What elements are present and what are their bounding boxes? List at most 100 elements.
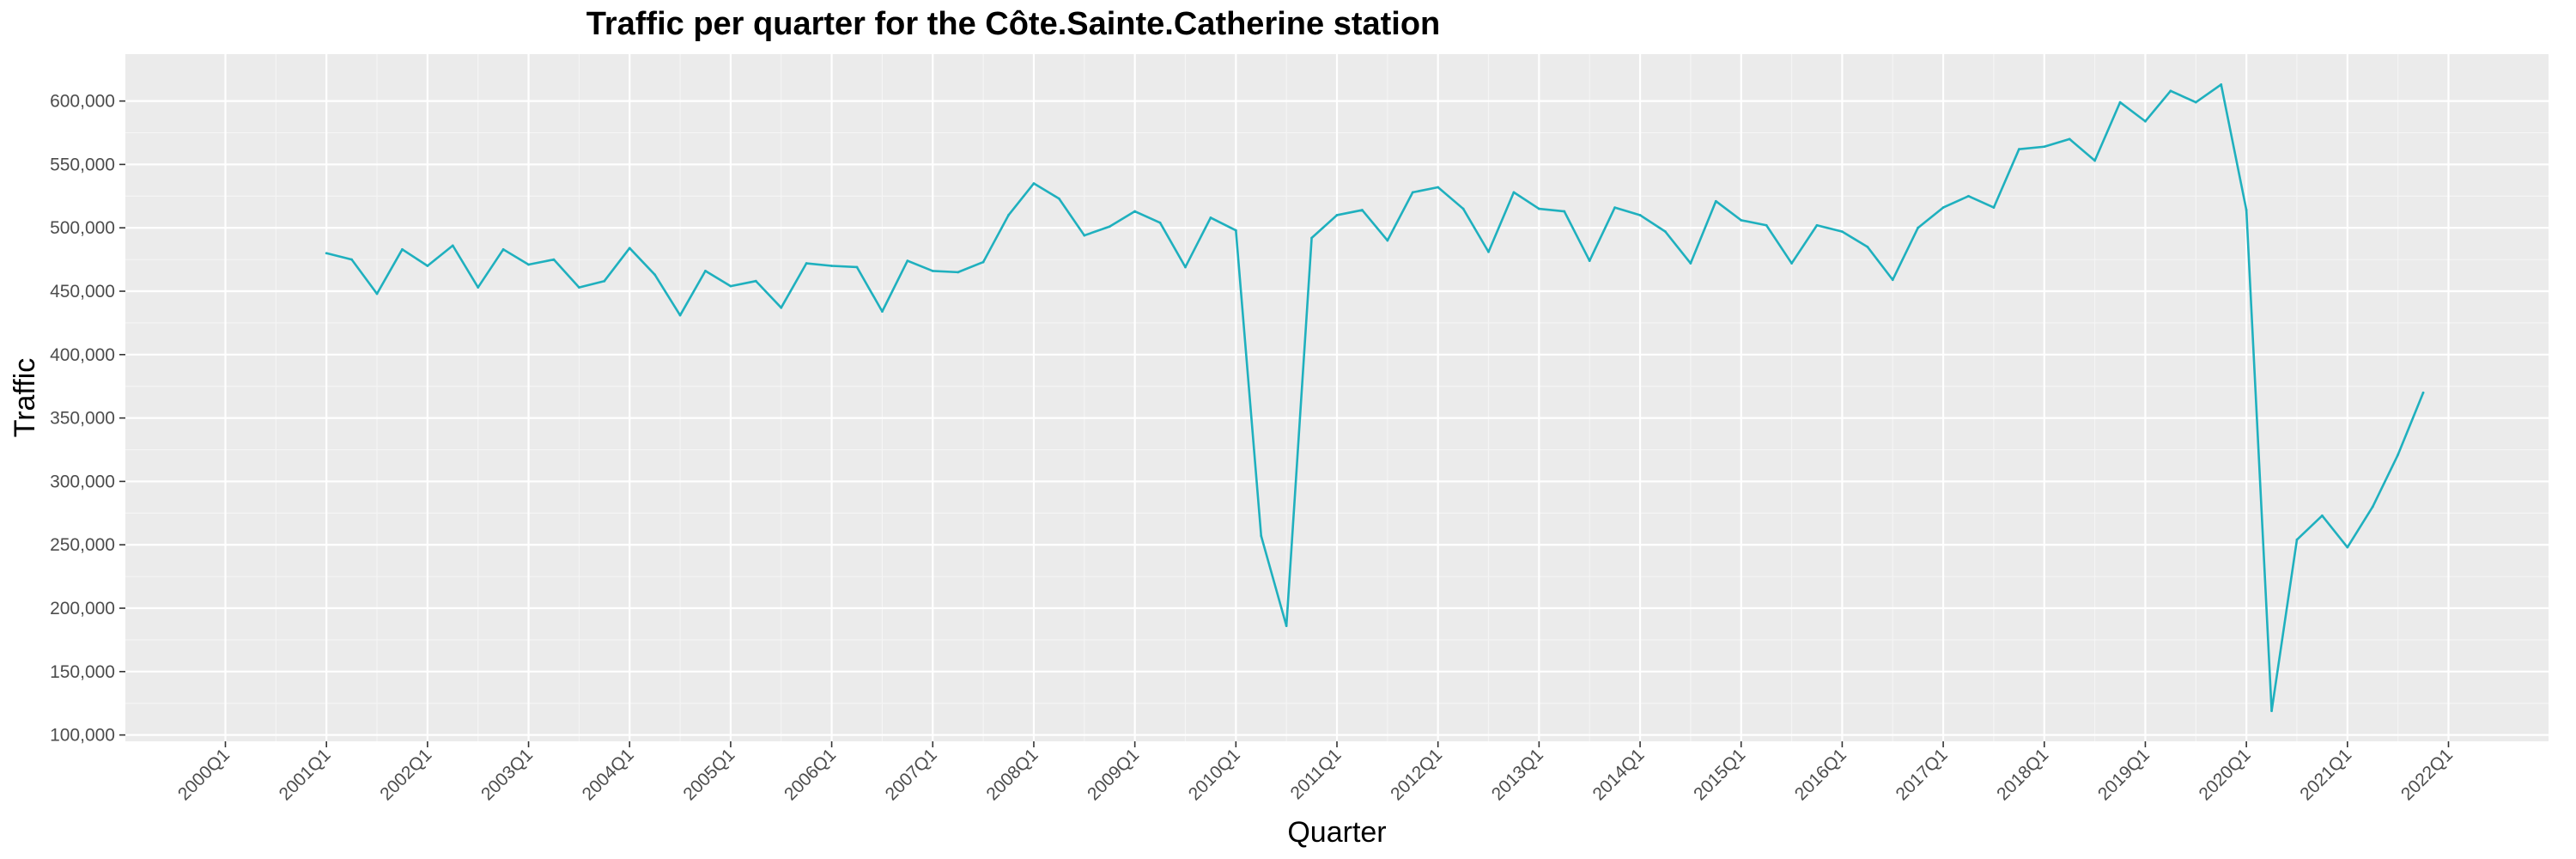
x-tick-label: 2015Q1	[1690, 745, 1749, 804]
y-tick-label: 100,000	[50, 726, 115, 746]
data-point-2019Q3	[2194, 101, 2197, 104]
data-point-2013Q1	[1537, 207, 1540, 210]
data-point-2008Q1	[1032, 182, 1036, 185]
data-point-2002Q1	[426, 265, 429, 267]
y-tick-label: 150,000	[50, 662, 115, 682]
data-point-2021Q3	[2397, 454, 2400, 456]
x-tick-label: 2008Q1	[982, 745, 1042, 804]
x-tick-label: 2016Q1	[1791, 745, 1850, 804]
data-point-2002Q2	[451, 244, 454, 247]
data-point-2010Q2	[1260, 534, 1263, 538]
x-tick-label: 2001Q1	[276, 745, 335, 804]
data-point-2016Q1	[1841, 230, 1844, 234]
data-point-2013Q2	[1563, 210, 1566, 213]
y-axis: 100,000 150,000 200,000 250,000 300,000 350,0…	[50, 92, 125, 746]
data-point-2017Q2	[1967, 194, 1970, 198]
data-point-2006Q2	[855, 265, 859, 269]
data-point-2015Q1	[1740, 218, 1743, 222]
x-tick-label: 2006Q1	[781, 745, 840, 804]
data-point-2005Q3	[780, 306, 783, 309]
data-point-2018Q3	[2093, 159, 2097, 162]
y-tick-label: 550,000	[50, 155, 115, 174]
data-point-2016Q3	[1891, 278, 1894, 282]
data-point-2013Q3	[1588, 259, 1591, 262]
data-point-2008Q2	[1057, 197, 1060, 200]
data-point-2014Q1	[1638, 214, 1642, 216]
data-point-2014Q4	[1714, 199, 1717, 203]
data-point-2021Q1	[2346, 545, 2349, 549]
x-tick-label: 2003Q1	[477, 745, 537, 804]
x-tick-label: 2012Q1	[1387, 745, 1446, 804]
x-tick-label: 2004Q1	[579, 745, 638, 804]
data-point-2015Q4	[1815, 223, 1819, 227]
data-point-2013Q4	[1613, 206, 1617, 210]
x-tick-label: 2002Q1	[376, 745, 435, 804]
data-point-2006Q3	[881, 310, 884, 314]
x-tick-label: 2020Q1	[2196, 745, 2255, 804]
data-point-2019Q2	[2169, 89, 2172, 93]
data-point-2011Q2	[1361, 209, 1364, 211]
data-points	[325, 83, 2425, 712]
x-tick-label: 2019Q1	[2094, 745, 2154, 804]
data-point-2009Q3	[1184, 265, 1187, 269]
data-point-2017Q4	[2017, 148, 2020, 151]
data-point-2012Q3	[1487, 250, 1490, 253]
traffic-series-line	[325, 83, 2425, 712]
x-tick-label: 2009Q1	[1084, 745, 1143, 804]
data-point-2004Q1	[628, 247, 631, 250]
x-tick-label: 2021Q1	[2296, 745, 2355, 804]
data-point-2015Q2	[1765, 223, 1768, 227]
x-tick-label: 2018Q1	[1993, 745, 2052, 804]
data-point-2001Q1	[325, 252, 328, 255]
data-point-2014Q2	[1664, 230, 1667, 234]
x-axis-title: Quarter	[1287, 816, 1386, 849]
data-point-2016Q2	[1866, 245, 1869, 248]
y-tick-label: 450,000	[50, 282, 115, 302]
data-point-2002Q3	[477, 286, 480, 289]
data-point-2017Q3	[1992, 206, 1996, 210]
data-point-2011Q4	[1411, 191, 1414, 194]
data-point-2012Q4	[1512, 191, 1516, 194]
data-point-2005Q2	[754, 279, 757, 283]
data-point-2018Q2	[2068, 137, 2071, 141]
x-tick-label: 2014Q1	[1589, 745, 1648, 804]
data-point-2005Q4	[805, 262, 808, 265]
data-point-2010Q1	[1234, 228, 1237, 232]
data-point-2003Q4	[603, 279, 606, 283]
x-tick-label: 2017Q1	[1893, 745, 1952, 804]
data-point-2003Q3	[577, 286, 580, 289]
data-point-2006Q4	[906, 259, 909, 262]
data-point-2001Q2	[350, 258, 354, 261]
x-tick-label: 2022Q1	[2397, 745, 2457, 804]
data-point-2019Q4	[2220, 83, 2223, 86]
data-point-2006Q1	[830, 265, 833, 267]
data-point-2001Q4	[401, 247, 404, 251]
data-point-2020Q3	[2295, 538, 2299, 541]
data-point-2009Q1	[1133, 210, 1137, 213]
x-tick-label: 2010Q1	[1185, 745, 1244, 804]
x-tick-label: 2011Q1	[1287, 745, 1346, 803]
x-tick-label: 2013Q1	[1488, 745, 1547, 804]
y-axis-title: Traffic	[9, 358, 41, 438]
data-point-2016Q4	[1917, 226, 1920, 229]
data-point-2020Q4	[2320, 514, 2324, 517]
data-point-2009Q4	[1209, 216, 1212, 219]
data-point-2010Q4	[1310, 236, 1313, 240]
y-tick-label: 350,000	[50, 409, 115, 429]
data-point-2021Q2	[2371, 505, 2374, 509]
data-point-2007Q2	[957, 271, 960, 274]
data-point-2017Q1	[1941, 206, 1945, 210]
data-point-2012Q1	[1437, 186, 1440, 189]
data-point-2018Q4	[2118, 101, 2122, 104]
data-point-2007Q1	[931, 270, 934, 272]
data-point-2004Q3	[678, 314, 682, 317]
data-point-2021Q4	[2421, 391, 2425, 394]
data-point-2002Q4	[501, 247, 505, 251]
data-point-2005Q1	[729, 284, 732, 288]
y-tick-label: 250,000	[50, 535, 115, 555]
data-point-2008Q3	[1083, 234, 1086, 237]
data-point-2012Q2	[1461, 207, 1465, 210]
y-tick-label: 600,000	[50, 92, 115, 112]
data-point-2008Q4	[1108, 225, 1111, 228]
data-point-2011Q1	[1335, 214, 1339, 216]
